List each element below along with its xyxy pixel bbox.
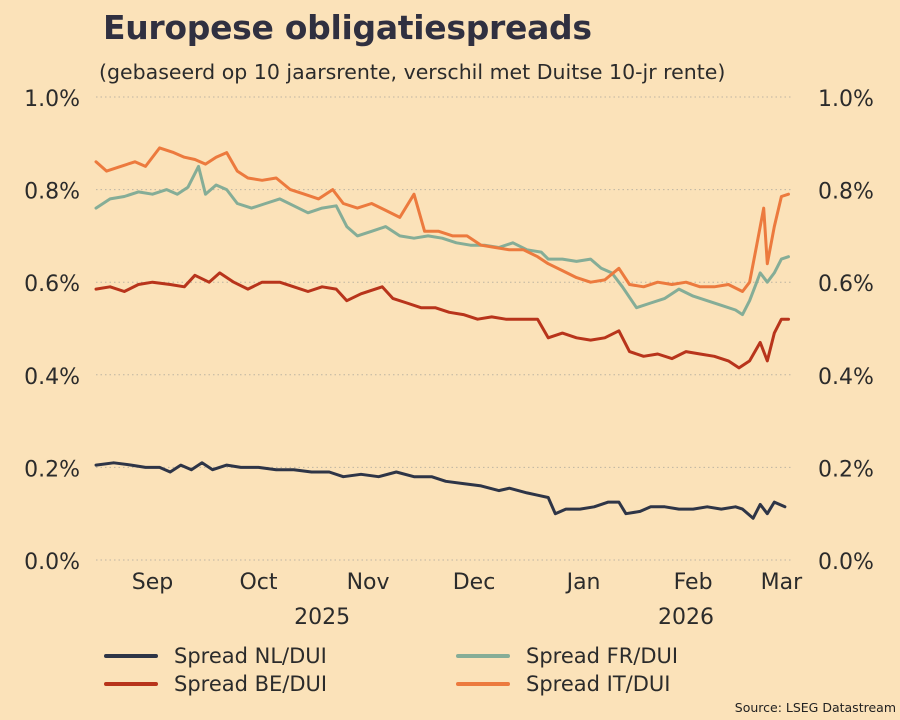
chart-subtitle: (gebaseerd op 10 jaarsrente, verschil me… (99, 60, 726, 84)
x-year-label: 2026 (658, 605, 714, 630)
y-tick-label-left: 1.0% (24, 87, 80, 112)
gridlines (96, 96, 792, 561)
x-tick-label: Mar (761, 570, 803, 595)
y-tick-label-left: 0.2% (24, 457, 80, 482)
series-lines (94, 146, 790, 520)
x-tick-label: Sep (132, 570, 173, 595)
y-tick-label-right: 0.2% (818, 457, 874, 482)
y-axis-left: 0.0% 0.2% 0.4% 0.6% 0.8% 1.0% (24, 87, 80, 575)
series-line-1 (94, 271, 790, 370)
y-tick-label-right: 1.0% (818, 87, 874, 112)
x-tick-label: Dec (453, 570, 496, 595)
y-tick-label-left: 0.0% (24, 550, 80, 575)
x-year-label: 2025 (294, 605, 350, 630)
y-tick-label-right: 0.6% (818, 272, 874, 297)
y-tick-label-left: 0.6% (24, 272, 80, 297)
x-tick-label: Feb (674, 570, 713, 595)
x-tick-label: Nov (347, 570, 390, 595)
y-axis-right: 0.0% 0.2% 0.4% 0.6% 0.8% 1.0% (818, 87, 874, 575)
y-tick-label-right: 0.4% (818, 365, 874, 390)
x-tick-label: Jan (565, 570, 601, 595)
series-line-0 (94, 461, 787, 520)
series-line-2 (94, 164, 790, 317)
y-tick-label-left: 0.8% (24, 180, 80, 205)
chart-title: Europese obligatiespreads (103, 8, 592, 47)
x-tick-label: Oct (239, 570, 277, 595)
y-tick-label-left: 0.4% (24, 365, 80, 390)
y-tick-label-right: 0.0% (818, 550, 874, 575)
source-note: Source: LSEG Datastream (734, 700, 896, 715)
series-line-3 (94, 146, 790, 293)
x-axis: Sep Oct Nov Dec Jan Feb Mar 2025 2026 (132, 570, 803, 630)
y-tick-label-right: 0.8% (818, 180, 874, 205)
